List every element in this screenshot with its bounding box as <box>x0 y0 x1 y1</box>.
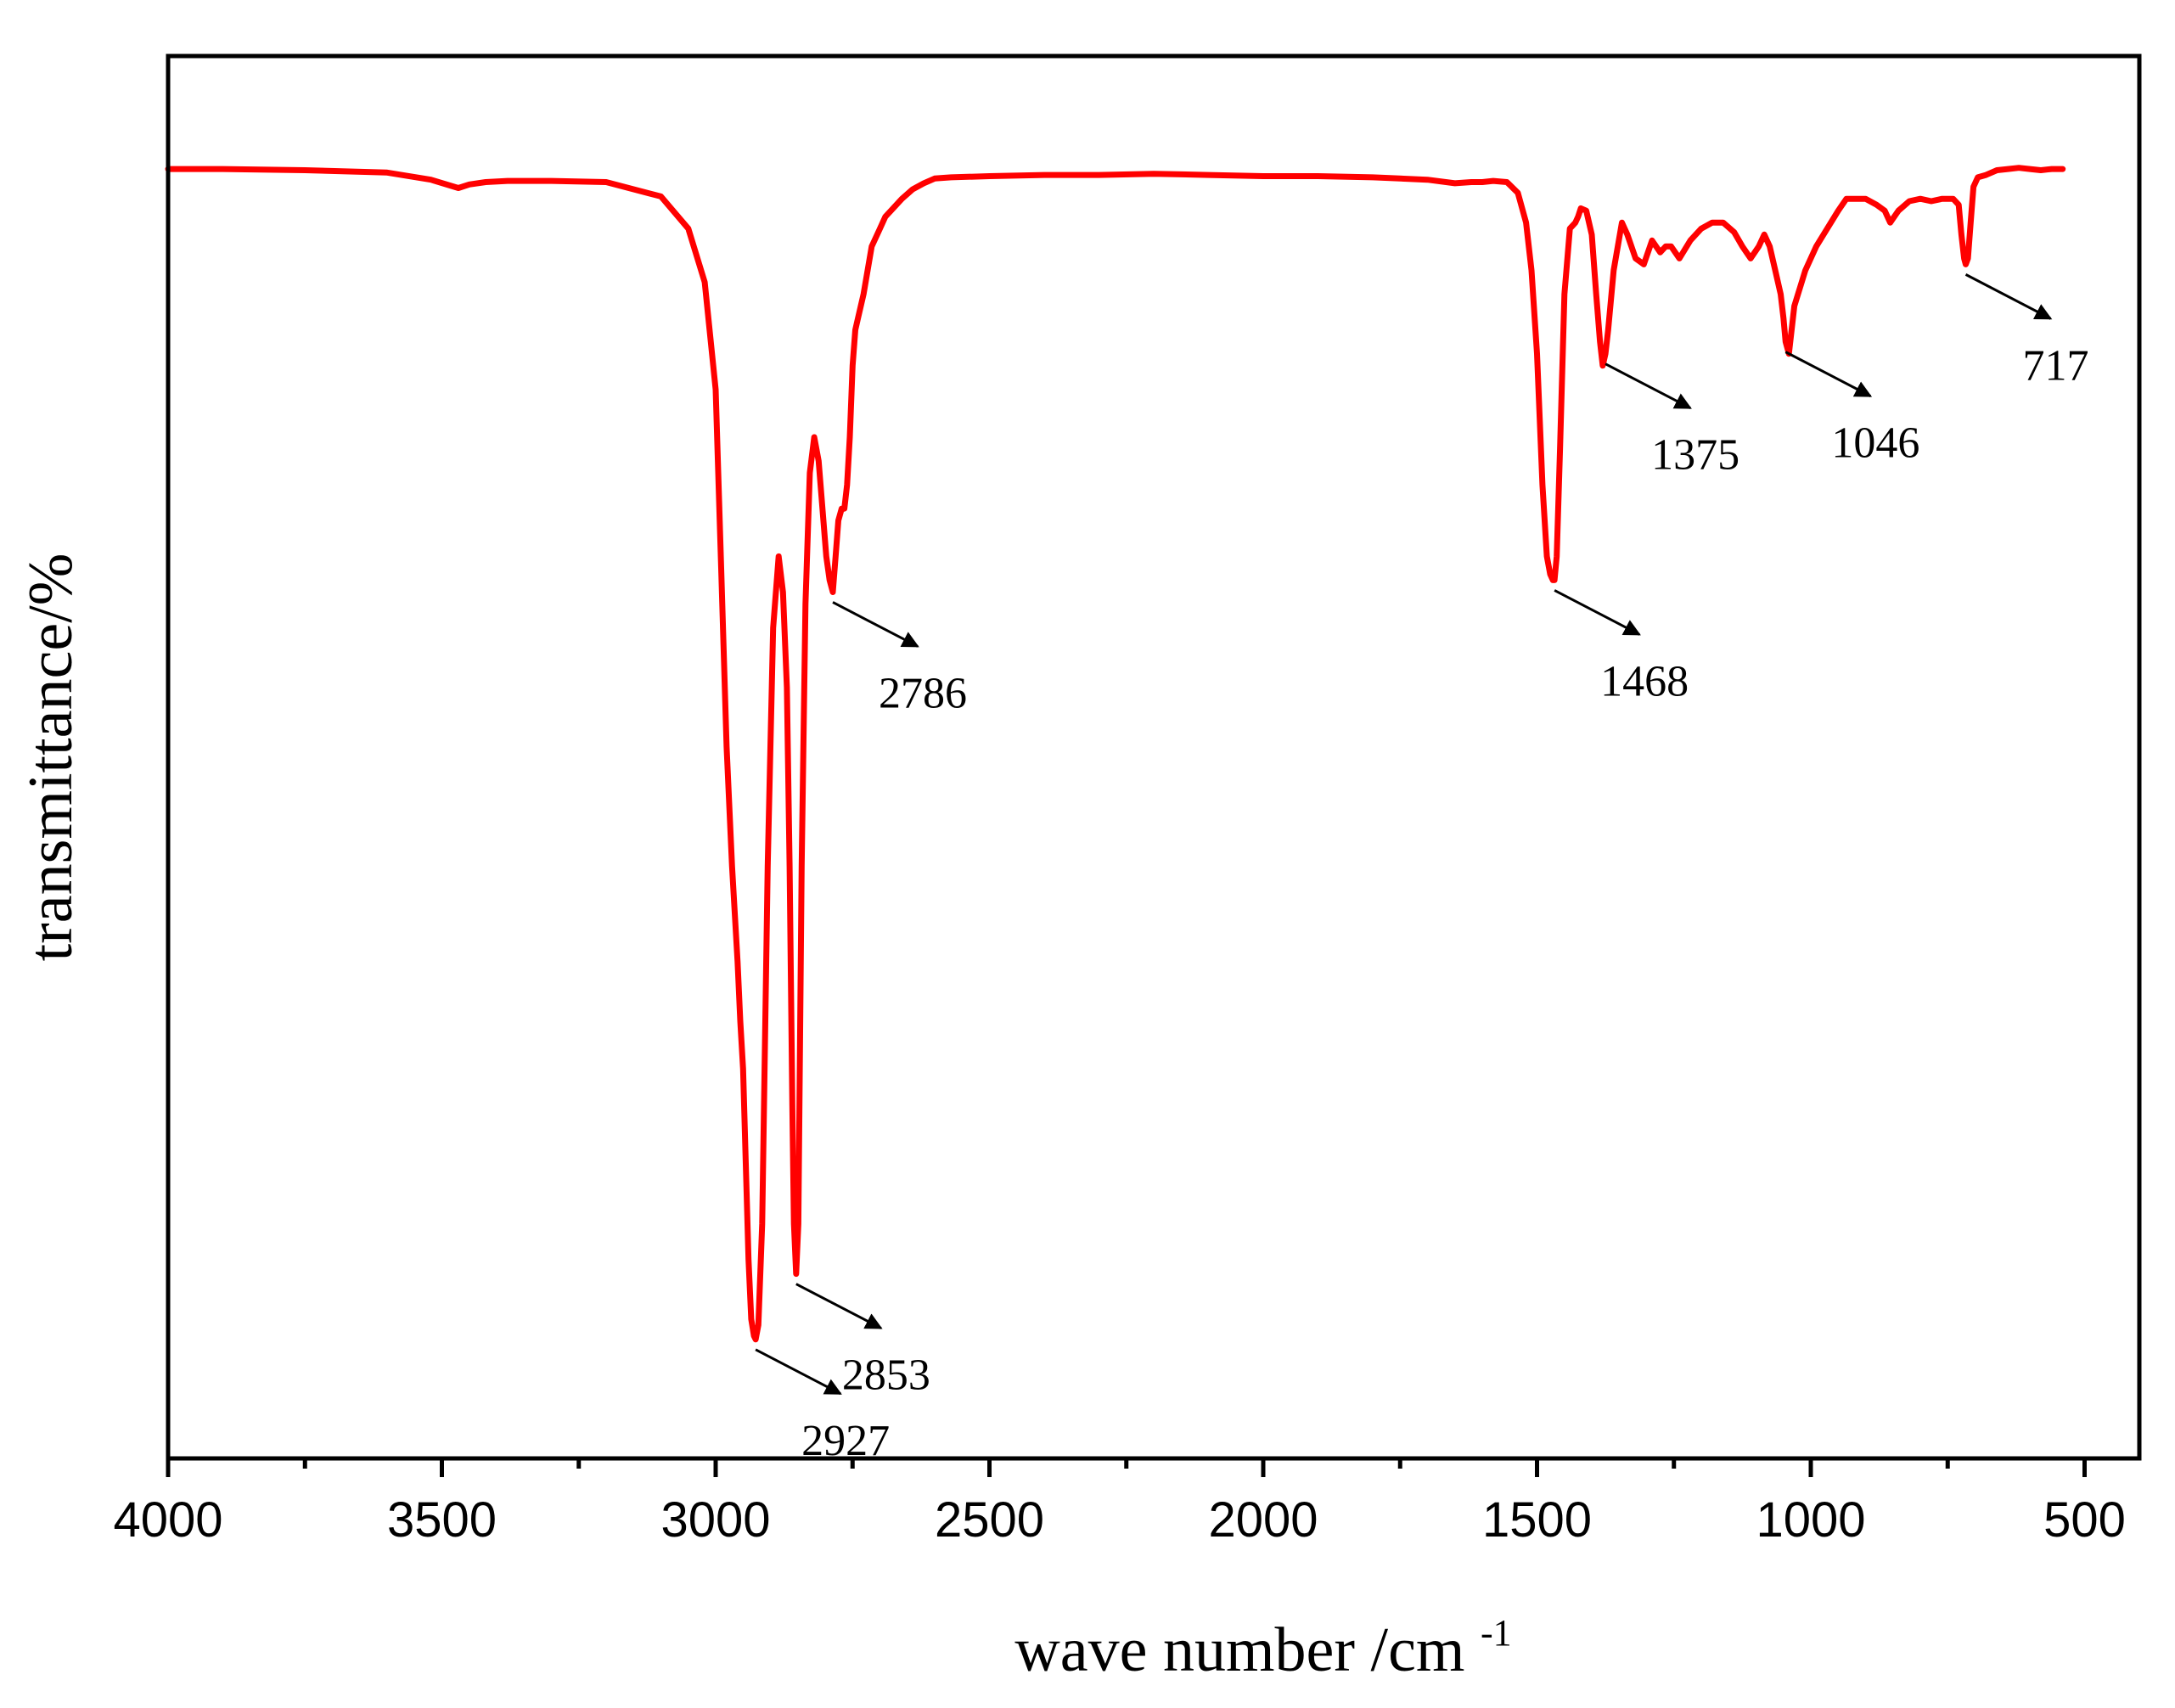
peak-label-1046: 1046 <box>1831 419 1919 468</box>
x-tick-label: 3000 <box>660 1492 770 1548</box>
peak-arrow-1046 <box>1784 351 1873 397</box>
peak-arrow-2853 <box>795 1283 883 1329</box>
peak-arrow-1468 <box>1554 589 1641 636</box>
x-tick-label: 1500 <box>1482 1492 1592 1548</box>
x-axis-title: wave number /cm -1 <box>1014 1612 1511 1685</box>
x-tick-label: 2500 <box>935 1492 1044 1548</box>
peak-label-717: 717 <box>2023 341 2089 390</box>
x-tick-label: 3500 <box>387 1492 497 1548</box>
peak-arrow-2927 <box>755 1348 842 1396</box>
peak-arrow-1375 <box>1605 362 1692 410</box>
peak-label-2853: 2853 <box>842 1351 930 1400</box>
x-tick-label: 500 <box>2043 1492 2126 1548</box>
x-axis-title-main: wave number /cm <box>1014 1615 1464 1685</box>
y-axis-title: transmittance/% <box>16 553 86 962</box>
x-tick-label: 1000 <box>1756 1492 1865 1548</box>
series-line-spectrum <box>165 165 2066 1343</box>
peak-label-2786: 2786 <box>879 669 967 717</box>
series-layer <box>165 165 2066 1343</box>
plot-frame <box>166 53 2142 1461</box>
x-tick-label: 4000 <box>113 1492 222 1548</box>
x-axis-title-superscript: -1 <box>1481 1612 1512 1654</box>
peak-arrow-717 <box>1964 273 2053 320</box>
x-axis-ticks: 4000 3500 3000 2500 2000 1500 1000 500 <box>113 1458 2126 1548</box>
x-tick-label: 2000 <box>1208 1492 1318 1548</box>
peak-label-1375: 1375 <box>1651 431 1739 480</box>
peak-label-1468: 1468 <box>1600 657 1689 705</box>
peak-arrow-2786 <box>832 601 919 648</box>
